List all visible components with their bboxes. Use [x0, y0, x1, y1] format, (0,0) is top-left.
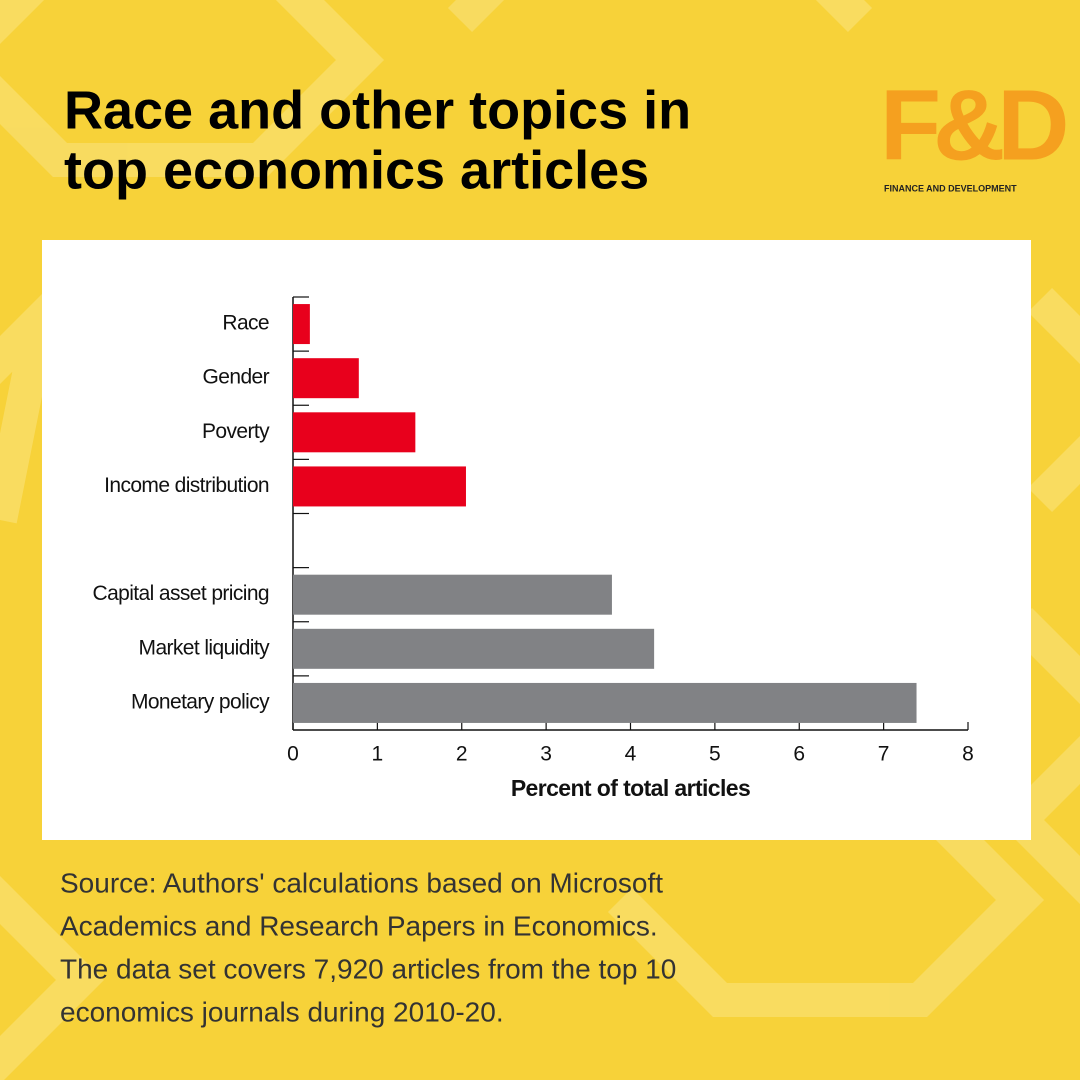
x-tick-label: 8	[962, 743, 974, 766]
source-line: The data set covers 7,920 articles from …	[60, 953, 676, 984]
x-tick-label: 4	[625, 743, 637, 766]
bar	[293, 412, 416, 453]
x-tick-label: 7	[878, 743, 890, 766]
bar	[293, 466, 466, 507]
logo: F&D	[880, 69, 1066, 181]
title-line: Race and other topics in	[64, 80, 691, 140]
source-line: Source: Authors' calculations based on M…	[60, 867, 663, 898]
source-line: Academics and Research Papers in Economi…	[60, 910, 658, 941]
source-line: economics journals during 2010-20.	[60, 996, 504, 1027]
x-tick-label: 6	[793, 743, 805, 766]
x-tick-label: 5	[709, 743, 721, 766]
y-tick-label: Poverty	[202, 420, 270, 443]
x-axis-label: Percent of total articles	[511, 775, 750, 801]
bar	[293, 574, 612, 615]
bar	[293, 628, 655, 669]
chart-panel	[42, 240, 1031, 840]
chart: 0 1 2 3 4 5 6 7 8 Percent of total articles Race Ge…	[93, 296, 974, 801]
x-tick-label: 2	[456, 743, 468, 766]
bar	[293, 358, 359, 399]
bar	[293, 304, 310, 345]
y-tick-label: Race	[222, 312, 269, 335]
x-tick-label: 1	[372, 743, 384, 766]
x-tick-label: 3	[540, 743, 552, 766]
y-tick-label: Monetary policy	[131, 690, 270, 713]
y-tick-label: Market liquidity	[139, 636, 271, 659]
bar	[293, 682, 917, 723]
y-tick-label: Income distribution	[104, 474, 269, 497]
y-tick-label: Gender	[203, 366, 270, 389]
logo-subtitle: FINANCE AND DEVELOPMENT	[884, 183, 1017, 193]
x-tick-label: 0	[287, 743, 299, 766]
y-tick-label: Capital asset pricing	[93, 582, 270, 605]
title-line: top economics articles	[64, 140, 649, 200]
source: Source: Authors' calculations based on M…	[60, 867, 676, 1027]
